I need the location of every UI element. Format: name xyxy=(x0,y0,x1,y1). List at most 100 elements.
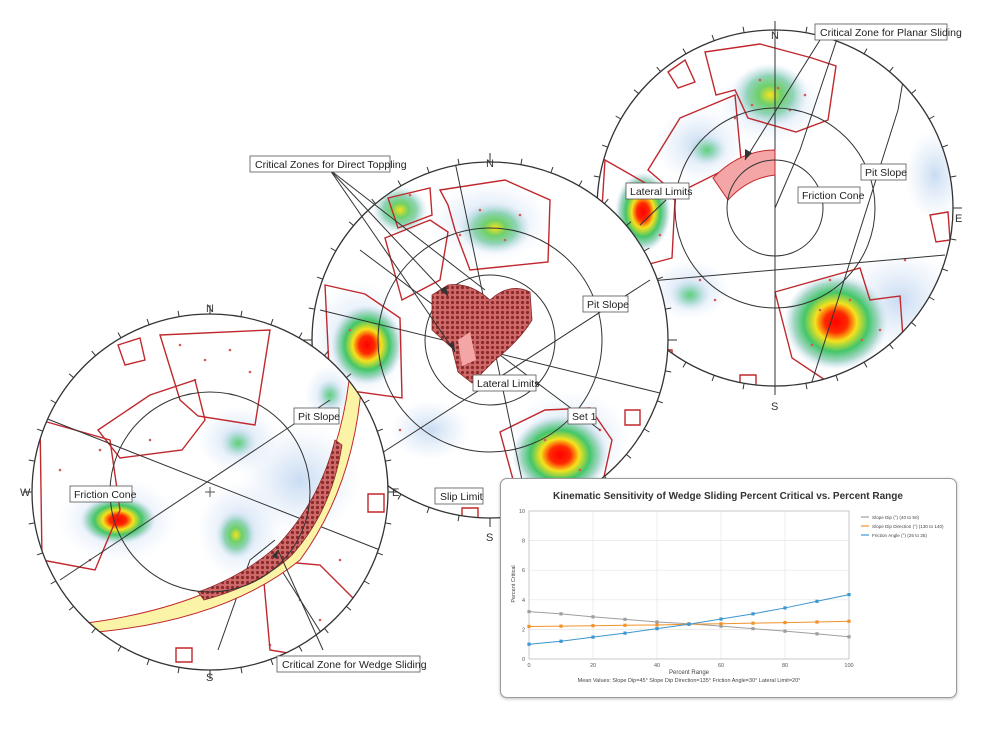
perimeter-tick xyxy=(363,580,370,585)
data-point xyxy=(687,622,691,626)
perimeter-tick xyxy=(177,310,180,317)
legend-label: Friction Angle (°) (25 to 35) xyxy=(872,533,927,538)
x-tick-label: 40 xyxy=(654,663,660,669)
sensitivity-chart: Kinematic Sensitivity of Wedge Sliding P… xyxy=(511,491,944,684)
data-point xyxy=(623,631,627,635)
x-axis-label: Percent Range xyxy=(669,670,710,676)
perimeter-tick xyxy=(928,115,935,120)
y-tick-label: 0 xyxy=(522,657,525,663)
data-point xyxy=(719,624,723,628)
legend-label: Slope Dip Direction (°) (130 to 140) xyxy=(872,524,944,529)
south-label-c: S xyxy=(771,401,778,413)
legend-label: Slope Dip (°) (40 to 50) xyxy=(872,515,920,520)
perimeter-tick xyxy=(68,373,74,378)
x-tick-label: 80 xyxy=(782,663,788,669)
perimeter-tick xyxy=(742,26,745,33)
y-tick-label: 4 xyxy=(522,598,525,604)
data-point xyxy=(783,629,787,633)
perimeter-tick xyxy=(550,166,554,173)
perimeter-tick xyxy=(889,344,894,350)
perimeter-tick xyxy=(805,26,808,33)
perimeter-tick xyxy=(324,628,329,634)
perimeter-tick xyxy=(665,370,672,373)
perimeter-tick xyxy=(240,310,243,317)
perimeter-tick xyxy=(656,66,661,72)
perimeter-tick xyxy=(863,48,868,55)
perimeter-tick xyxy=(298,332,303,339)
perimeter-tick xyxy=(711,375,715,382)
perimeter-tick xyxy=(117,332,122,339)
perimeter-tick xyxy=(36,552,43,556)
chart-subtitle: Mean Values: Slope Dip=45° Slope Dip Dir… xyxy=(578,678,801,684)
data-point xyxy=(559,639,563,643)
data-point xyxy=(719,617,723,621)
perimeter-tick xyxy=(593,175,600,178)
perimeter-tick xyxy=(50,580,57,585)
data-point xyxy=(719,622,723,626)
east-label-c: E xyxy=(955,213,962,225)
label-pit-slope-b: Pit Slope xyxy=(582,295,629,313)
perimeter-tick xyxy=(928,296,935,301)
perimeter-tick xyxy=(889,66,894,72)
perimeter-tick xyxy=(942,268,949,272)
perimeter-tick xyxy=(863,361,868,368)
callout-arrows xyxy=(277,39,821,651)
chart-legend: Slope Dip (°) (40 to 50) Slope Dip Direct… xyxy=(861,515,944,538)
perimeter-tick xyxy=(177,667,180,674)
data-point xyxy=(591,635,595,639)
north-label-b: N xyxy=(486,158,494,170)
series-line xyxy=(528,594,850,645)
perimeter-tick xyxy=(91,350,96,356)
perimeter-tick xyxy=(942,144,949,148)
data-point xyxy=(623,623,627,627)
perimeter-tick xyxy=(146,318,150,325)
data-point xyxy=(559,612,563,616)
data-point xyxy=(655,627,659,631)
label-critical-wedge: Critical Zone for Wedge Sliding xyxy=(276,655,427,673)
data-point xyxy=(591,624,595,628)
perimeter-tick xyxy=(385,459,392,462)
perimeter-tick xyxy=(28,459,35,462)
perimeter-tick xyxy=(377,552,384,556)
x-tick-label: 100 xyxy=(844,663,853,669)
perimeter-tick xyxy=(835,375,839,382)
label-critical-toppling: Critical Zones for Direct Toppling xyxy=(249,155,407,173)
data-point xyxy=(751,627,755,631)
perimeter-tick xyxy=(397,180,402,187)
label-lateral-limits-c: Lateral Limits xyxy=(625,182,692,200)
data-point xyxy=(815,632,819,636)
sensitivity-chart-card: Kinematic Sensitivity of Wedge Sliding P… xyxy=(500,478,957,698)
east-label-a: E xyxy=(392,487,399,499)
perimeter-tick xyxy=(324,350,329,356)
perimeter-tick xyxy=(633,89,639,94)
perimeter-tick xyxy=(397,493,402,500)
north-label-c: N xyxy=(771,30,779,42)
x-tick-label: 60 xyxy=(718,663,724,669)
data-point xyxy=(623,617,627,621)
north-label-a: N xyxy=(206,303,214,315)
perimeter-tick xyxy=(601,144,608,148)
svg-text:Critical Zone for Wedge Slidin: Critical Zone for Wedge Sliding xyxy=(282,659,427,671)
perimeter-tick xyxy=(626,454,632,459)
perimeter-tick xyxy=(240,667,243,674)
data-point xyxy=(527,624,531,629)
y-tick-label: 2 xyxy=(522,627,525,633)
label-critical-planar: Critical Zone for Planar Sliding xyxy=(814,23,962,41)
perimeter-tick xyxy=(308,307,315,310)
label-friction-cone-a: Friction Cone xyxy=(69,485,137,503)
perimeter-tick xyxy=(682,48,687,55)
perimeter-tick xyxy=(371,198,376,204)
perimeter-tick xyxy=(91,628,96,634)
perimeter-tick xyxy=(626,221,632,226)
svg-text:Critical Zones for Direct Topp: Critical Zones for Direct Toppling xyxy=(255,159,407,171)
perimeter-tick xyxy=(270,318,274,325)
perimeter-tick xyxy=(385,522,392,525)
svg-text:Set 1: Set 1 xyxy=(572,411,597,423)
svg-text:Pit Slope: Pit Slope xyxy=(587,299,629,311)
perimeter-tick xyxy=(682,361,687,368)
data-point xyxy=(847,593,851,597)
arrowheads xyxy=(272,149,752,559)
perimeter-tick xyxy=(665,307,672,310)
